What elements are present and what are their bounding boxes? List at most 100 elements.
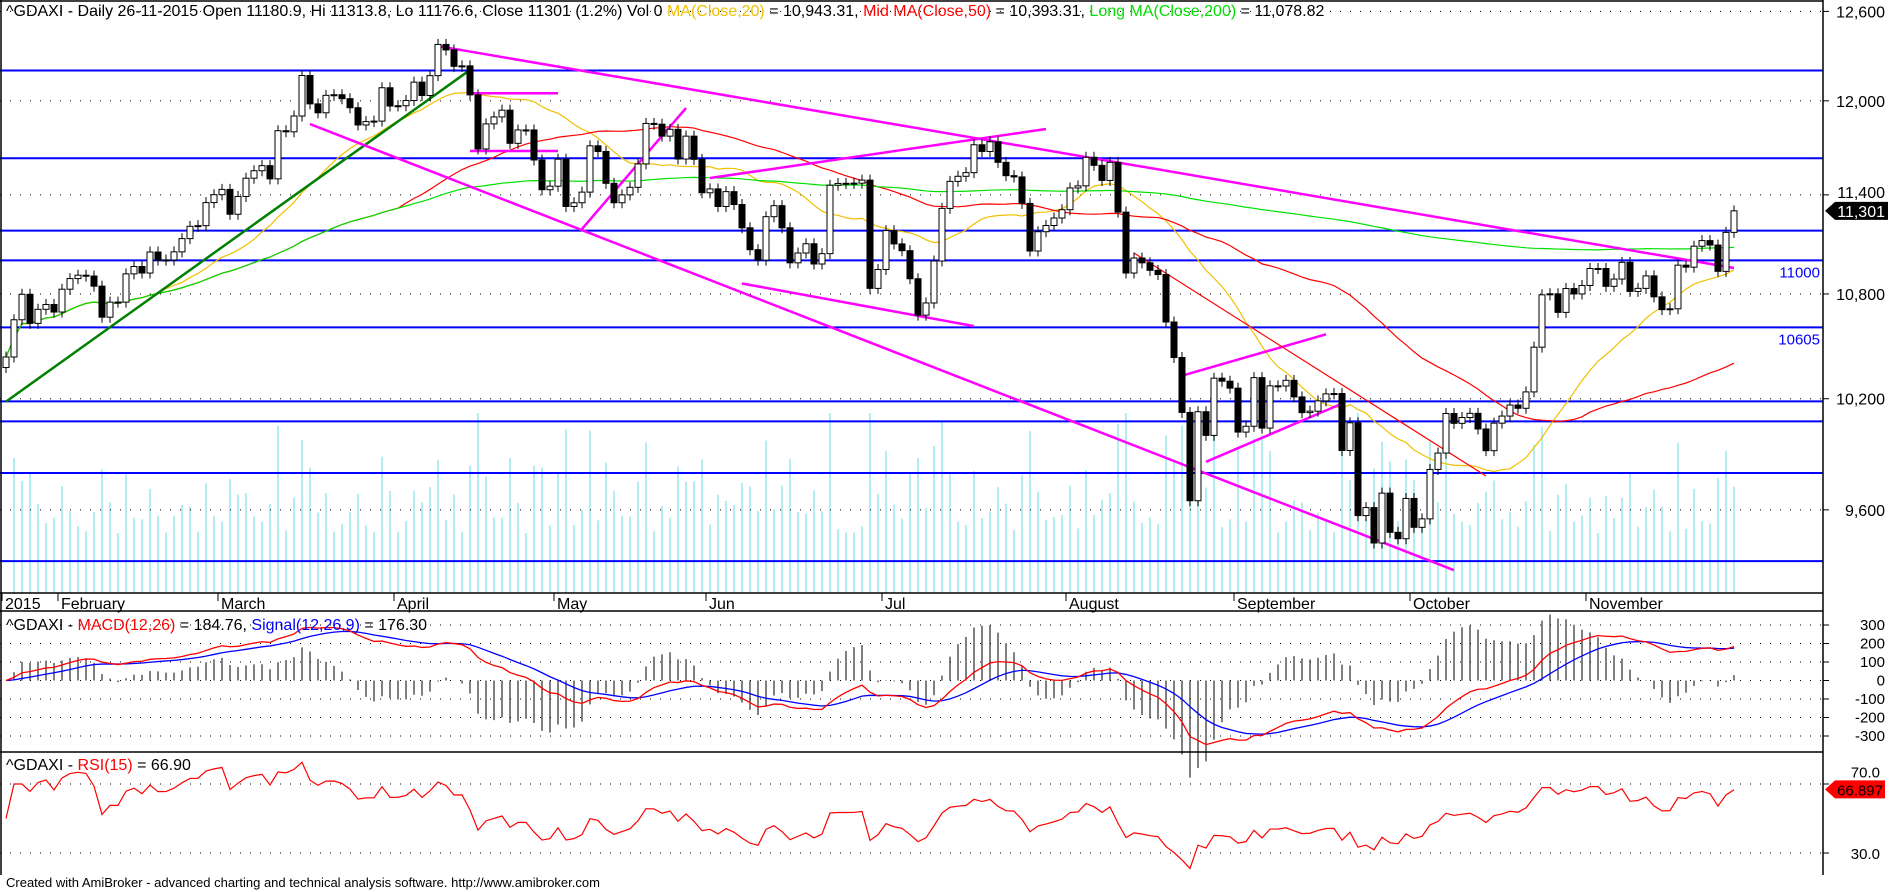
candle-up xyxy=(130,266,138,275)
candle-down xyxy=(1602,268,1610,287)
candle-down xyxy=(82,274,90,277)
candle-up xyxy=(1362,507,1370,517)
candle-down xyxy=(1186,411,1194,502)
candle-down xyxy=(346,98,354,109)
candle-down xyxy=(266,165,274,180)
volume-bars xyxy=(13,413,1735,593)
candle-up xyxy=(962,172,970,177)
candle-up xyxy=(1306,410,1314,414)
candle-up xyxy=(378,87,386,122)
legend-ma200-value: = 11,078.82 xyxy=(1236,3,1324,20)
price-header: ^GDAXI - Daily 26-11-2015 Open 11180.9, … xyxy=(6,3,1325,20)
candle-down xyxy=(1090,156,1098,166)
month-label: Jul xyxy=(885,596,905,613)
candle-up xyxy=(58,288,66,313)
macd-tick-label: 0 xyxy=(1877,673,1885,690)
candle-up xyxy=(842,182,850,185)
rsi-line xyxy=(5,761,1735,870)
candle-up xyxy=(274,130,282,180)
candle-down xyxy=(658,123,666,137)
candle-up xyxy=(1034,231,1042,252)
candle-up xyxy=(1506,404,1514,417)
candle-down xyxy=(778,205,786,229)
candle-up xyxy=(1722,231,1730,272)
candle-up xyxy=(434,43,442,77)
candle-up xyxy=(218,188,226,196)
candle-down xyxy=(306,74,314,105)
candle-up xyxy=(1346,422,1354,451)
candle-up xyxy=(122,273,130,303)
month-label: September xyxy=(1237,596,1316,613)
candle-up xyxy=(1426,468,1434,520)
trendline xyxy=(5,68,471,403)
candle-down xyxy=(530,129,538,161)
candle-up xyxy=(362,121,370,126)
candle-down xyxy=(994,141,1002,163)
candle-down xyxy=(98,285,106,318)
candle-up xyxy=(1458,417,1466,424)
candle-up xyxy=(490,116,498,125)
candle-up xyxy=(850,182,858,185)
candle-down xyxy=(1570,288,1578,295)
candle-up xyxy=(1074,185,1082,189)
candle-down xyxy=(610,182,618,204)
candle-up xyxy=(834,182,842,186)
candle-down xyxy=(1514,404,1522,409)
candle-up xyxy=(1266,385,1274,429)
candle-down xyxy=(1258,377,1266,429)
candle-up xyxy=(882,230,890,271)
candle-up xyxy=(1194,411,1202,502)
rsi-tick-label: 30.0 xyxy=(1851,846,1880,863)
candle-down xyxy=(690,135,698,160)
candle-up xyxy=(1674,264,1682,310)
rsi-last-marker xyxy=(1825,780,1885,799)
month-label: 2015 xyxy=(5,596,41,613)
candle-down xyxy=(1290,379,1298,398)
trendline xyxy=(1205,402,1343,463)
candle-up xyxy=(1442,413,1450,454)
candle-down xyxy=(978,144,986,152)
rsi-last-label: 66.897 xyxy=(1837,782,1883,799)
candle-up xyxy=(1530,346,1538,393)
candle-up xyxy=(1378,492,1386,544)
candle-down xyxy=(1018,176,1026,204)
candle-down xyxy=(538,159,546,191)
candle-down xyxy=(1138,257,1146,264)
candle-down xyxy=(442,43,450,51)
candle-up xyxy=(802,243,810,254)
candle-down xyxy=(1370,507,1378,544)
candle-up xyxy=(634,163,642,188)
trendline xyxy=(581,107,687,230)
candle-up xyxy=(234,195,242,215)
candle-up xyxy=(194,225,202,228)
candle-down xyxy=(674,128,682,160)
candle-up xyxy=(1322,393,1330,402)
candle-down xyxy=(354,107,362,126)
price-tick-label: 12,000 xyxy=(1836,94,1885,111)
price-tick-label: 9,600 xyxy=(1845,503,1885,520)
rsi-pane: ^GDAXI - RSI(15) = 66.90 xyxy=(0,757,1823,870)
candle-down xyxy=(386,87,394,107)
candle-down xyxy=(906,250,914,280)
candle-up xyxy=(1522,391,1530,409)
price-pane: 11000 10605 ^GDAXI - Daily 26-11-2015 Ope… xyxy=(0,3,1823,593)
legend-rsi: RSI(15) xyxy=(78,757,133,774)
candle-up xyxy=(1466,412,1474,419)
candle-down xyxy=(226,188,234,215)
month-label: March xyxy=(221,596,265,613)
candle-up xyxy=(954,175,962,182)
value-axis: 12,600 12,000 11,400 10,800 10,200 9,600 11,30… xyxy=(1823,4,1888,863)
candle-down xyxy=(1178,357,1186,413)
candle-up xyxy=(1058,209,1066,219)
price-tick-label: 12,600 xyxy=(1836,4,1885,21)
candle-up xyxy=(770,205,778,218)
candle-down xyxy=(450,49,458,67)
candle-down xyxy=(1122,211,1130,274)
candle-up xyxy=(458,65,466,68)
candle-up xyxy=(546,185,554,191)
macd-tick-label: -200 xyxy=(1855,710,1885,727)
candle-up xyxy=(1434,452,1442,470)
candle-up xyxy=(1282,379,1290,387)
candle-down xyxy=(1554,293,1562,313)
candle-up xyxy=(1330,393,1338,396)
